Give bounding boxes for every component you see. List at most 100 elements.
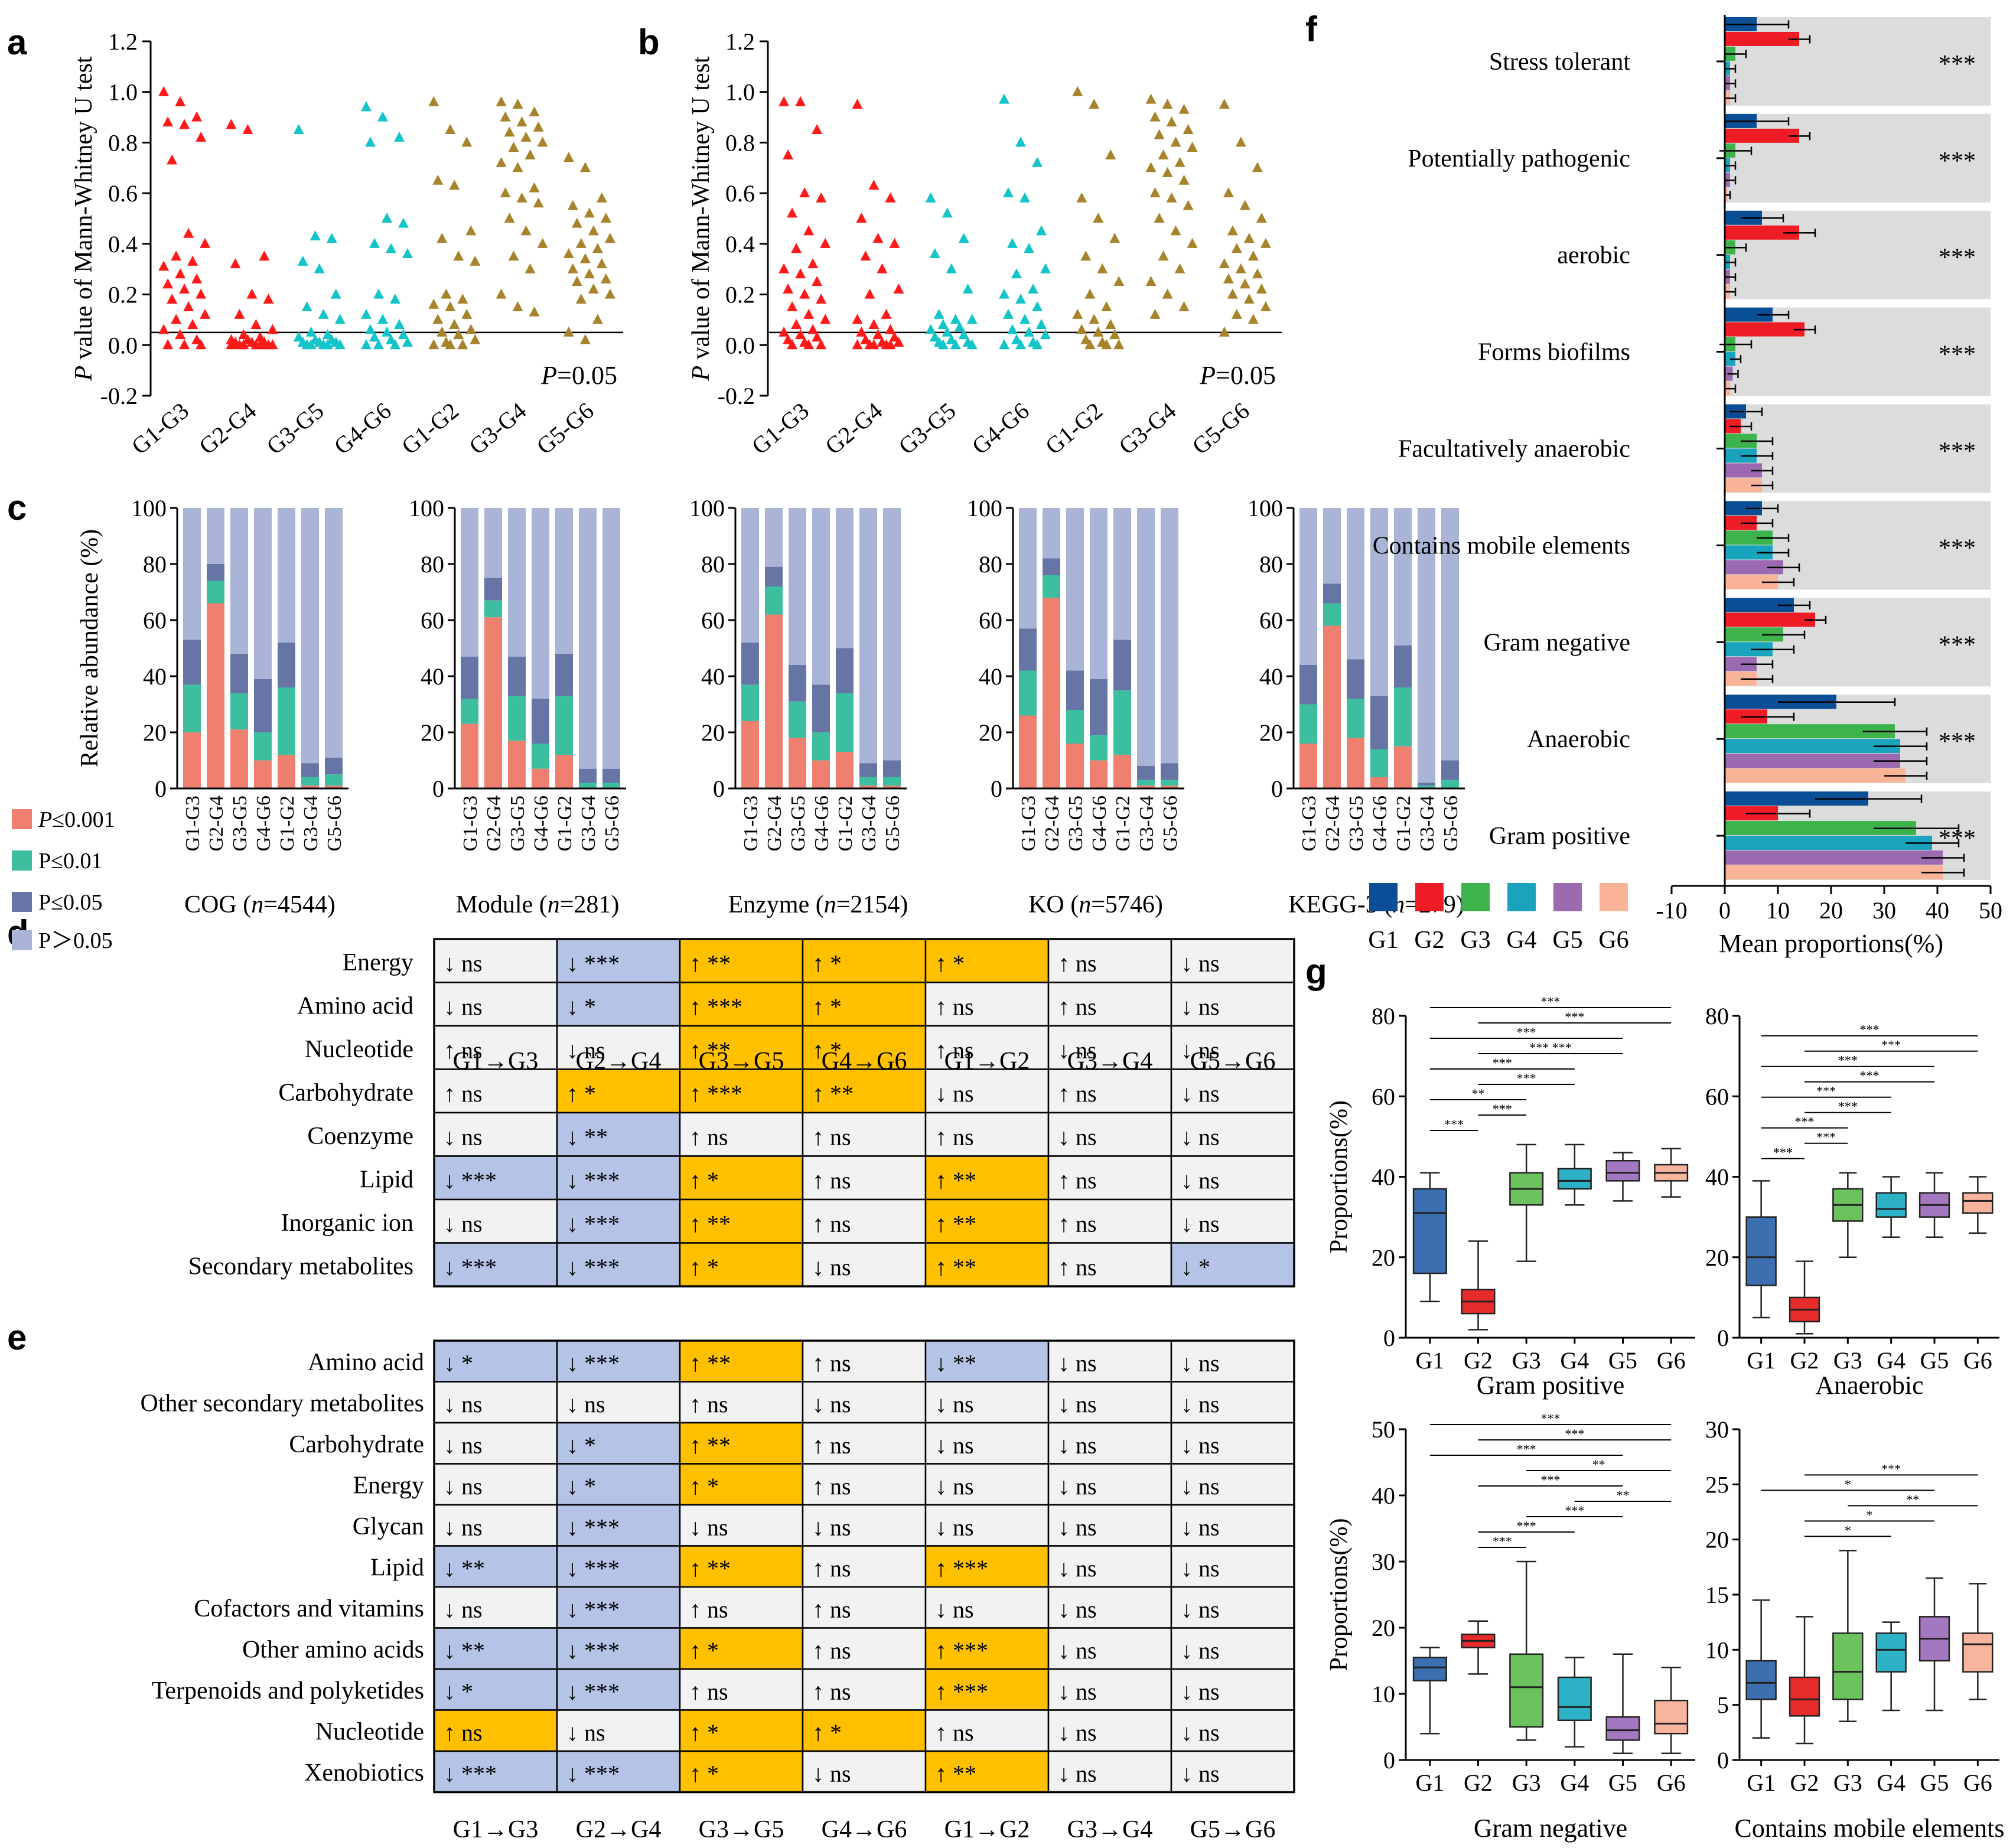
n-symbol: n (1079, 891, 1091, 918)
cell-text: ↓ ns (812, 1391, 851, 1417)
data-point (1145, 93, 1157, 104)
table-cell (1170, 1112, 1295, 1157)
data-point (361, 101, 372, 112)
cell-text: ↑ * (812, 950, 842, 976)
data-point (946, 334, 957, 344)
data-point (394, 319, 405, 329)
x-tick-label: G1-G2 (1040, 397, 1108, 459)
y-tick-label: 0.4 (725, 231, 755, 258)
panel-letter-e: e (7, 1318, 27, 1357)
data-point (428, 298, 439, 309)
data-point (563, 152, 574, 162)
data-point (1178, 301, 1190, 311)
legend-swatch (1369, 883, 1398, 911)
table-cell (556, 938, 681, 983)
y-tick-label: 60 (421, 607, 444, 634)
bar-segment-p05 (765, 566, 783, 586)
bar-segment-p05 (1137, 766, 1155, 780)
data-point (868, 339, 880, 350)
data-point (1247, 314, 1259, 324)
panel-letter-a: a (7, 22, 27, 62)
data-point (1105, 319, 1116, 329)
data-point (999, 288, 1009, 299)
data-point (196, 288, 207, 299)
legend-label: P＞0.05 (38, 928, 113, 953)
cell-text: ↓ ns (1058, 1037, 1097, 1063)
data-point (200, 237, 211, 248)
x-tick-label: G3-G5 (1065, 796, 1087, 851)
data-point (860, 250, 871, 261)
row-label: Xenobiotics (304, 1759, 424, 1787)
y-tick-label: 80 (143, 551, 167, 578)
cell-text: ↑ ns (935, 1719, 974, 1746)
y-tick-label: 0 (155, 775, 167, 802)
cell-text: ↓ ns (1058, 1432, 1097, 1458)
data-point (1015, 136, 1026, 147)
bar-segment-p05 (183, 640, 201, 685)
group-n: =2154) (836, 891, 908, 918)
group-n: =281) (560, 891, 620, 918)
data-point (1162, 167, 1173, 177)
bar-segment-p05 (484, 578, 502, 601)
cell-text: ↓ ns (1058, 1514, 1097, 1540)
data-point (373, 288, 384, 299)
bar-segment-p01 (812, 732, 830, 761)
table-cell (1170, 1750, 1295, 1793)
category-label: Gram positive (1489, 823, 1630, 850)
bar-segment-p001 (301, 786, 319, 788)
y-tick-label: 0.8 (725, 129, 755, 156)
data-point (791, 243, 802, 253)
column-label: G3→G4 (1067, 1048, 1153, 1075)
data-point (179, 119, 190, 129)
bracket-label: *** (1838, 1053, 1858, 1068)
table-cell (802, 1463, 927, 1506)
data-point (496, 288, 507, 299)
cell-text: ↓ ** (444, 1555, 485, 1582)
bar-segment-p05 (812, 685, 830, 732)
table-cell (924, 1198, 1050, 1244)
x-tick-label: G1 (1415, 1347, 1444, 1374)
x-tick-label: G3 (1833, 1347, 1862, 1374)
data-point (1084, 339, 1096, 350)
y-tick-label: 20 (1705, 1244, 1729, 1271)
data-point (1166, 116, 1177, 127)
x-tick-label: G6 (1657, 1769, 1686, 1796)
column-label: G1→G3 (453, 1816, 539, 1843)
significance-label: *** (1939, 51, 1976, 78)
cell-text: ↑ * (689, 1254, 719, 1280)
data-point (1260, 237, 1271, 248)
data-point (795, 96, 806, 106)
x-tick-label: G2 (1790, 1347, 1819, 1374)
table-cell (924, 1155, 1050, 1201)
hbar (1725, 31, 1799, 46)
cell-text: ↓ ns (444, 1391, 483, 1417)
cell-text: ↑ ns (689, 1391, 728, 1417)
data-point (1154, 129, 1165, 139)
cell-text: ↑ ** (935, 1210, 976, 1237)
data-point (305, 339, 317, 350)
bar-segment-ns (301, 508, 319, 764)
data-point (1235, 263, 1246, 273)
cell-text: ↑ * (935, 950, 965, 976)
bar-segment-p001 (1323, 625, 1341, 788)
x-tick-label: G3-G5 (787, 796, 809, 851)
italic-part: P (70, 366, 97, 382)
x-tick-label: G2-G4 (1041, 796, 1063, 851)
y-tick-label: 100 (1247, 495, 1283, 522)
data-point (1183, 124, 1194, 134)
table-cell (433, 1381, 558, 1424)
cell-text: ↓ ** (935, 1350, 976, 1376)
data-point (803, 225, 815, 236)
x-tick-label: G4-G6 (1089, 796, 1110, 851)
x-tick-label: G1-G2 (396, 397, 464, 459)
hbar (1725, 865, 1943, 879)
table-cell (1047, 938, 1172, 983)
table-cell (433, 1198, 558, 1244)
bracket-label: * (1845, 1523, 1851, 1537)
column-label: G3→G5 (699, 1048, 784, 1075)
plain-part: P＞0.05 (38, 928, 113, 953)
box (1962, 1632, 1994, 1673)
table-cell (802, 1025, 927, 1070)
bar-segment-p001 (461, 723, 478, 788)
box (1605, 1160, 1640, 1182)
